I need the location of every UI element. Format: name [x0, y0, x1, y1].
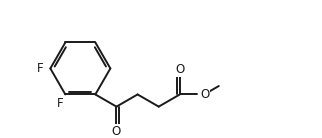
Text: O: O: [175, 63, 185, 76]
Text: O: O: [200, 88, 209, 101]
Text: F: F: [37, 62, 43, 75]
Text: O: O: [112, 125, 121, 138]
Text: F: F: [57, 97, 63, 110]
